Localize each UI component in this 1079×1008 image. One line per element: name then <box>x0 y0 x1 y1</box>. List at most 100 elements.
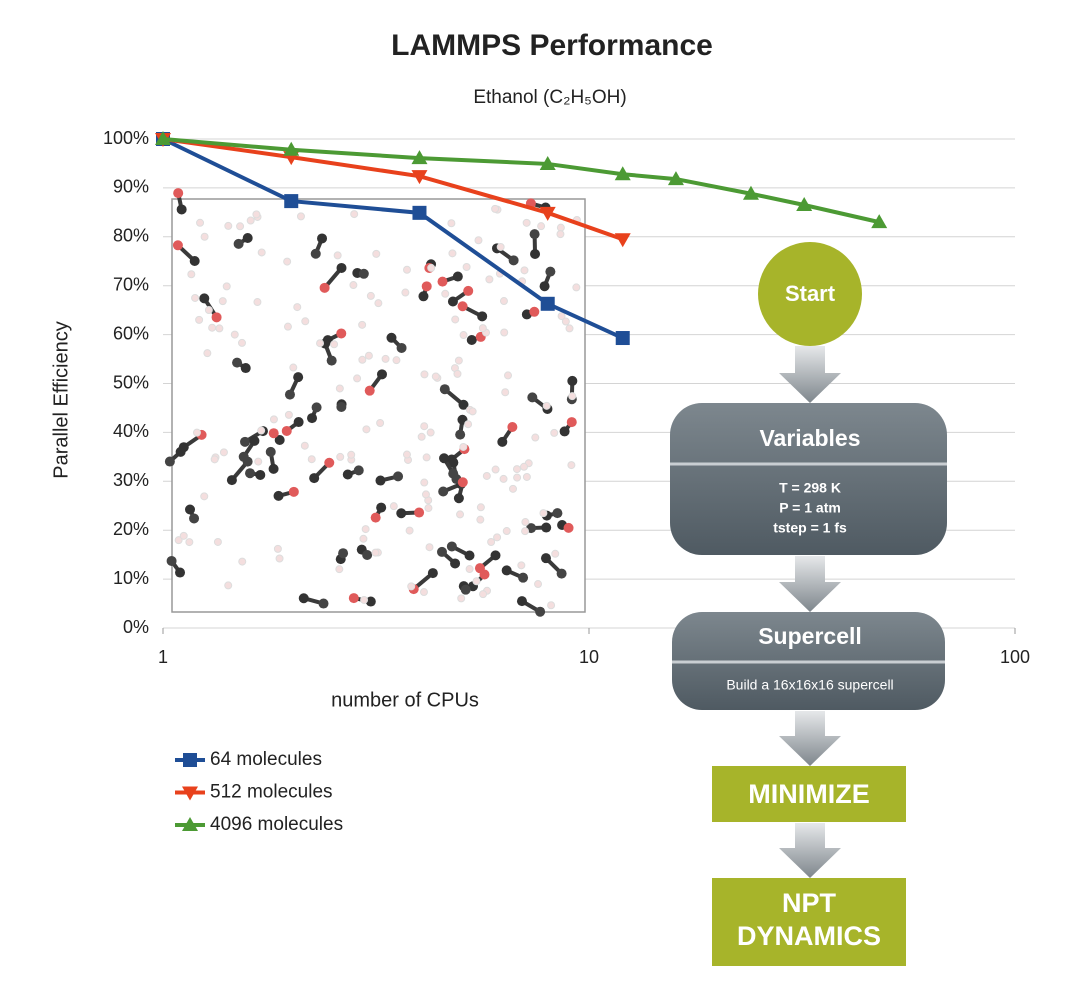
marker <box>540 296 555 311</box>
atom <box>310 248 321 259</box>
atom <box>474 236 483 245</box>
y-tick-label: 40% <box>113 421 149 441</box>
atom <box>245 468 256 479</box>
atom <box>453 369 462 378</box>
marker <box>615 331 630 346</box>
atom <box>529 229 540 240</box>
atom <box>522 472 531 481</box>
atom <box>462 262 471 271</box>
atom <box>360 595 369 604</box>
arrow <box>779 346 841 403</box>
atom <box>386 332 397 343</box>
atom <box>421 281 432 292</box>
atom <box>224 221 233 230</box>
atom <box>254 457 263 466</box>
atom <box>540 553 551 564</box>
atom <box>556 223 565 232</box>
atom <box>226 475 237 486</box>
y-tick-label: 100% <box>103 128 149 148</box>
atom <box>236 222 245 231</box>
atom <box>293 303 302 312</box>
atom <box>439 384 450 395</box>
atom <box>417 432 426 441</box>
atom <box>407 582 416 591</box>
atom <box>375 475 386 486</box>
atom <box>300 441 309 450</box>
atom <box>420 422 429 431</box>
atom <box>187 270 196 279</box>
marker <box>539 155 556 170</box>
atom <box>353 374 362 383</box>
atom <box>447 219 456 228</box>
atom <box>376 502 387 513</box>
atom <box>253 298 262 307</box>
atom <box>317 233 328 244</box>
atom <box>374 299 383 308</box>
atom <box>191 293 200 302</box>
atom <box>372 249 381 258</box>
supercell-line: Build a 16x16x16 supercell <box>726 677 893 693</box>
atom <box>539 281 550 292</box>
marker <box>182 817 198 831</box>
atom <box>324 457 335 468</box>
y-tick-label: 30% <box>113 470 149 490</box>
atom <box>502 527 511 536</box>
atom <box>358 355 367 364</box>
atom <box>342 469 353 480</box>
atom <box>330 340 339 349</box>
atom <box>419 588 428 597</box>
atom <box>454 356 463 365</box>
atom <box>252 210 261 219</box>
atom <box>173 188 184 199</box>
atom <box>283 257 292 266</box>
atom <box>348 593 359 604</box>
atom <box>529 306 540 317</box>
atom <box>421 490 430 499</box>
marker <box>283 141 300 156</box>
atom <box>501 388 510 397</box>
atom <box>535 606 546 617</box>
atom <box>490 550 501 561</box>
atom <box>298 593 309 604</box>
atom <box>441 289 450 298</box>
atom <box>359 534 368 543</box>
atom <box>281 425 292 436</box>
atom <box>464 420 473 429</box>
x-tick-label: 1 <box>158 647 168 667</box>
atom <box>268 428 279 439</box>
atom <box>499 474 508 483</box>
atom <box>179 531 188 540</box>
atom <box>172 240 183 251</box>
atom <box>531 433 540 442</box>
atom <box>448 468 459 479</box>
atom <box>174 536 183 545</box>
atom <box>246 216 255 225</box>
marker <box>183 753 197 767</box>
y-tick-label: 90% <box>113 177 149 197</box>
atom <box>565 324 574 333</box>
atom <box>335 565 344 574</box>
atom <box>284 410 293 419</box>
marker <box>411 170 428 185</box>
atom <box>366 291 375 300</box>
variables-node <box>670 403 947 555</box>
atom <box>301 317 310 326</box>
plot <box>155 131 888 346</box>
atom <box>196 218 205 227</box>
atom <box>269 415 278 424</box>
atom <box>512 465 521 474</box>
atom <box>203 349 212 358</box>
atom <box>255 469 266 480</box>
atom <box>448 457 459 468</box>
minimize-node <box>712 766 906 822</box>
atom <box>402 450 411 459</box>
atom <box>479 590 488 599</box>
atom <box>362 425 371 434</box>
minimize-label: MINIMIZE <box>748 779 870 809</box>
atom <box>424 504 433 513</box>
atom <box>497 436 508 447</box>
atom <box>500 328 509 337</box>
marker <box>155 131 171 145</box>
atom <box>283 322 292 331</box>
marker <box>742 185 759 200</box>
